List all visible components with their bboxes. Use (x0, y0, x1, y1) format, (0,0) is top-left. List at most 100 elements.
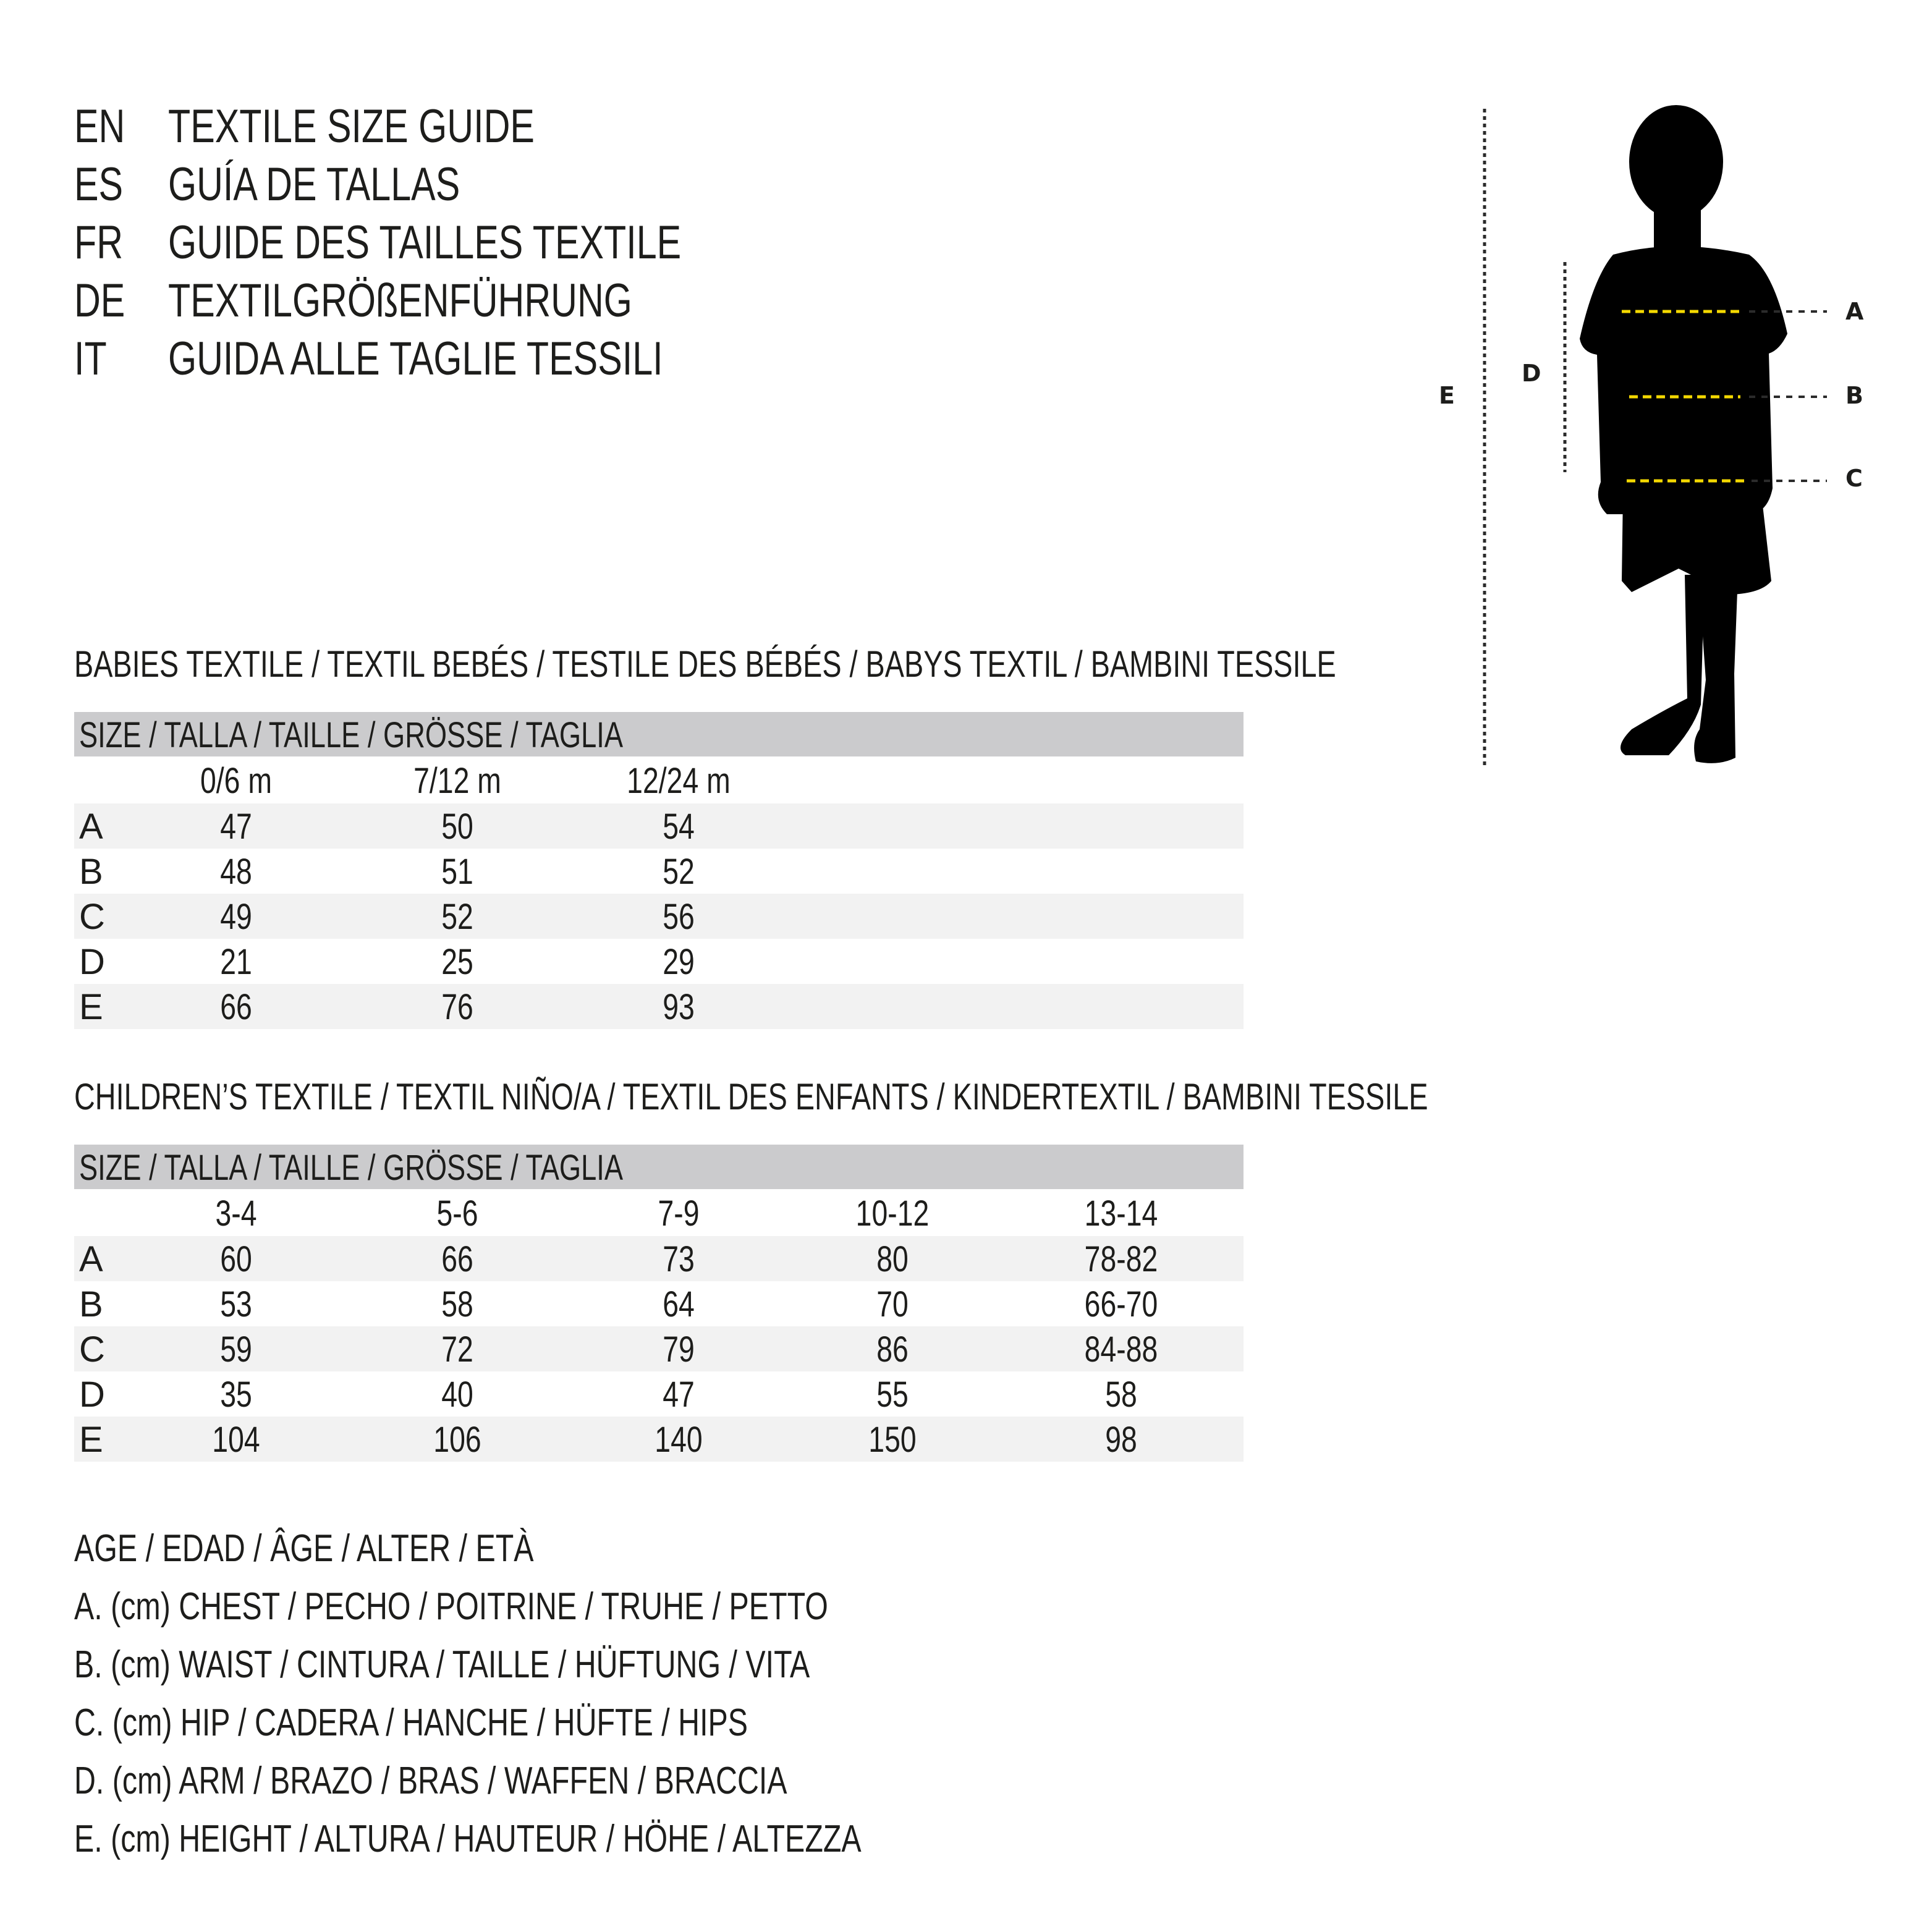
column-header: 3-4 (215, 1193, 257, 1234)
table-row: E 66 76 93 (74, 984, 1244, 1029)
lang-title: TEXTILE SIZE GUIDE (168, 100, 535, 153)
lang-title-es: GUÍA DE TALLAS (168, 156, 542, 214)
row-label: D (79, 1375, 105, 1415)
legend-item: D. (cm) ARM / BRAZO / BRAS / WAFFEN / BR… (74, 1759, 988, 1803)
table-row: B 53 58 64 70 66-70 (74, 1281, 1244, 1326)
legend-text: B. (cm) WAIST / CINTURA / TAILLE / HÜFTU… (74, 1643, 810, 1686)
table-row: A 47 50 54 (74, 803, 1244, 849)
lang-title: GUIDE DES TAILLES TEXTILE (168, 216, 682, 269)
table-cell: 140 (655, 1420, 703, 1460)
table-cell: 53 (220, 1284, 252, 1324)
row-label: B (79, 852, 103, 892)
table-cell: 60 (220, 1239, 252, 1279)
legend-text: C. (cm) HIP / CADERA / HANCHE / HÜFTE / … (74, 1701, 748, 1744)
table-cell: 56 (663, 897, 695, 937)
lang-code: DE (74, 274, 125, 327)
lang-line-fr: FR (74, 214, 137, 272)
table-cell: 93 (663, 987, 695, 1027)
table-cell: 35 (220, 1375, 252, 1415)
table-cell: 70 (876, 1284, 909, 1324)
row-label: C (79, 897, 105, 937)
row-label: A (79, 1239, 103, 1279)
row-label: B (79, 1284, 103, 1324)
size-header-label: SIZE / TALLA / TAILLE / GRÖSSE / TAGLIA (79, 1148, 624, 1188)
lang-title-en: TEXTILE SIZE GUIDE (168, 98, 638, 156)
table-cell: 66 (441, 1239, 473, 1279)
table-cell: 80 (876, 1239, 909, 1279)
table-cell: 21 (220, 942, 252, 982)
table-cell: 55 (876, 1375, 909, 1415)
table-row: E 104 106 140 150 98 (74, 1417, 1244, 1462)
table-cell: 48 (220, 852, 252, 892)
row-label: D (79, 942, 105, 982)
table-cell: 50 (441, 807, 473, 847)
table-row: B 48 51 52 (74, 849, 1244, 894)
column-header: 7-9 (658, 1193, 700, 1234)
table-cell: 58 (441, 1284, 473, 1324)
lang-code: FR (74, 216, 124, 269)
legend-item: AGE / EDAD / ÂGE / ALTER / ETÀ (74, 1527, 663, 1570)
table-cell: 72 (441, 1329, 473, 1370)
label-b: B (1845, 382, 1863, 409)
table-row: D 21 25 29 (74, 939, 1244, 984)
section-title: BABIES TEXTILE / TEXTIL BEBÉS / TESTILE … (74, 643, 1336, 685)
table-cell: 25 (441, 942, 473, 982)
table-cell: 47 (220, 807, 252, 847)
legend-item: E. (cm) HEIGHT / ALTURA / HAUTEUR / HÖHE… (74, 1817, 1083, 1861)
legend-text: AGE / EDAD / ÂGE / ALTER / ETÀ (74, 1527, 534, 1570)
legend-text: A. (cm) CHEST / PECHO / POITRINE / TRUHE… (74, 1585, 828, 1628)
table-cell: 84-88 (1084, 1329, 1158, 1370)
lang-title-it: GUIDA ALLE TAGLIE TESSILI (168, 330, 802, 388)
row-label: C (79, 1329, 105, 1370)
label-d: D (1522, 360, 1541, 387)
label-c: C (1845, 465, 1863, 492)
lang-line-en: EN (74, 98, 140, 156)
babies-column-headers: 0/6 m 7/12 m 12/24 m (74, 758, 1244, 803)
column-header: 7/12 m (413, 761, 501, 801)
size-header-label: SIZE / TALLA / TAILLE / GRÖSSE / TAGLIA (79, 715, 624, 755)
lang-title: TEXTILGRÖßENFÜHRUNG (168, 274, 632, 327)
legend-item: A. (cm) CHEST / PECHO / POITRINE / TRUHE… (74, 1585, 1041, 1629)
lang-code: ES (74, 158, 124, 211)
lang-code: IT (74, 333, 107, 385)
table-cell: 150 (868, 1420, 917, 1460)
section-title: CHILDREN’S TEXTILE / TEXTIL NIÑO/A / TEX… (74, 1076, 1428, 1117)
lang-line-it: IT (74, 330, 116, 388)
legend-item: B. (cm) WAIST / CINTURA / TAILLE / HÜFTU… (74, 1643, 1017, 1687)
table-cell: 49 (220, 897, 252, 937)
legend-item: C. (cm) HIP / CADERA / HANCHE / HÜFTE / … (74, 1701, 938, 1745)
table-cell: 52 (441, 897, 473, 937)
table-cell: 66-70 (1084, 1284, 1158, 1324)
table-cell: 76 (441, 987, 473, 1027)
children-title: CHILDREN’S TEXTILE / TEXTIL NIÑO/A / TEX… (74, 1075, 1810, 1118)
children-size-header: SIZE / TALLA / TAILLE / GRÖSSE / TAGLIA (74, 1145, 1244, 1189)
table-cell: 52 (663, 852, 695, 892)
lang-code: EN (74, 100, 125, 153)
column-header: 10-12 (855, 1193, 930, 1234)
lang-title-fr: GUIDE DES TAILLES TEXTILE (168, 214, 826, 272)
column-header: 12/24 m (627, 761, 731, 801)
lang-line-de: DE (74, 272, 140, 330)
lang-title-de: TEXTILGRÖßENFÜHRUNG (168, 272, 763, 330)
label-e: E (1439, 382, 1455, 409)
silhouette (1580, 105, 1787, 763)
table-row: C 49 52 56 (74, 894, 1244, 939)
babies-title: BABIES TEXTILE / TEXTIL BEBÉS / TESTILE … (74, 643, 1692, 685)
table-row: A 60 66 73 80 78-82 (74, 1236, 1244, 1281)
table-cell: 66 (220, 987, 252, 1027)
row-label: E (79, 1420, 103, 1460)
table-row: D 35 40 47 55 58 (74, 1371, 1244, 1417)
lang-title: GUIDA ALLE TAGLIE TESSILI (168, 333, 663, 385)
lang-title: GUÍA DE TALLAS (168, 158, 460, 211)
table-cell: 58 (1105, 1375, 1137, 1415)
babies-size-header: SIZE / TALLA / TAILLE / GRÖSSE / TAGLIA (74, 712, 1244, 756)
table-cell: 106 (433, 1420, 481, 1460)
table-cell: 59 (220, 1329, 252, 1370)
table-cell: 64 (663, 1284, 695, 1324)
legend-text: D. (cm) ARM / BRAZO / BRAS / WAFFEN / BR… (74, 1760, 787, 1802)
table-cell: 73 (663, 1239, 695, 1279)
column-header: 13-14 (1084, 1193, 1158, 1234)
row-label: E (79, 987, 103, 1027)
table-cell: 51 (441, 852, 473, 892)
